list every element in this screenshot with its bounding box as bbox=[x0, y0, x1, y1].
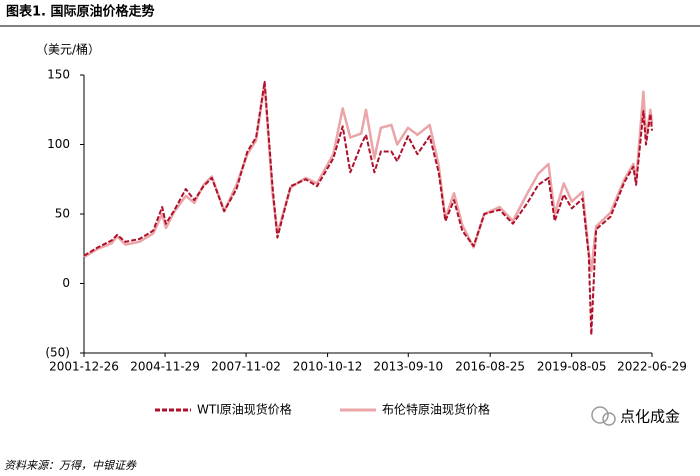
x-tick-label: 2010-10-12 bbox=[293, 360, 363, 374]
watermark-icon bbox=[591, 406, 616, 426]
x-tick-label: 2022-06-29 bbox=[617, 360, 687, 374]
series-line bbox=[83, 80, 653, 336]
legend-label: WTI原油现货价格 bbox=[197, 402, 292, 417]
legend-label: 布伦特原油现货价格 bbox=[382, 402, 490, 417]
y-tick-label: 150 bbox=[47, 68, 70, 82]
y-axis-label: （美元/桶） bbox=[36, 42, 100, 57]
y-tick-label: 0 bbox=[62, 276, 70, 290]
x-tick-label: 2016-08-25 bbox=[455, 360, 525, 374]
chart-title: 图表1. 国际原油价格走势 bbox=[6, 4, 155, 20]
y-tick-label: 100 bbox=[47, 137, 70, 151]
source-note: 资料来源：万得，中银证券 bbox=[4, 459, 137, 472]
x-tick-label: 2001-12-26 bbox=[49, 360, 119, 374]
y-tick-label: 50 bbox=[55, 207, 70, 221]
y-tick-label: (50) bbox=[45, 346, 70, 360]
x-tick-label: 2013-09-10 bbox=[373, 360, 443, 374]
x-tick-label: 2004-11-29 bbox=[130, 360, 200, 374]
x-tick-label: 2019-08-05 bbox=[537, 360, 607, 374]
watermark: 点化成金 bbox=[620, 408, 680, 426]
series-line bbox=[83, 82, 654, 273]
x-tick-label: 2007-11-02 bbox=[211, 360, 281, 374]
